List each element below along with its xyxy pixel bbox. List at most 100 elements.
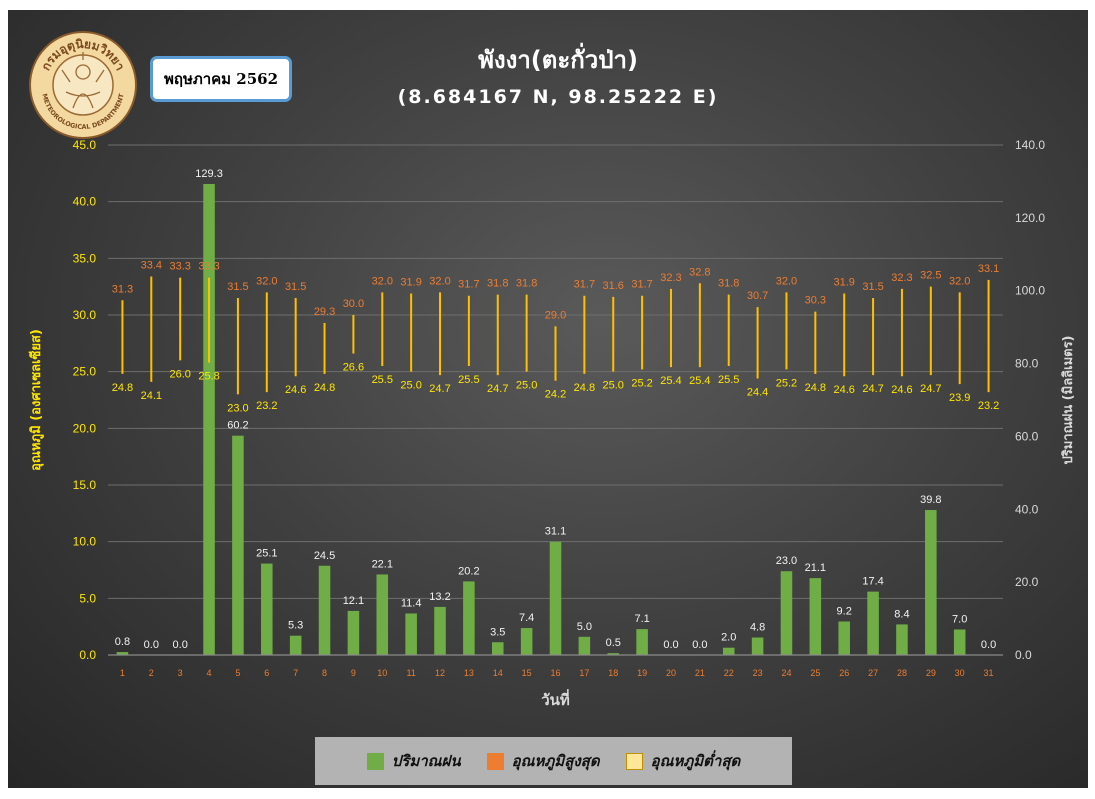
tmax-label: 32.5 <box>920 270 941 282</box>
tmax-label: 32.8 <box>689 266 710 278</box>
x-tick-label: 21 <box>695 668 705 678</box>
tmax-label: 31.5 <box>227 281 248 293</box>
x-tick-label: 13 <box>464 668 474 678</box>
tmin-label: 24.1 <box>141 390 162 402</box>
rain-label: 3.5 <box>490 626 505 638</box>
tmax-label: 32.3 <box>891 272 912 284</box>
tmax-label: 31.9 <box>833 276 854 288</box>
rain-bar <box>925 510 937 655</box>
tmax-label: 30.3 <box>805 295 826 307</box>
legend-swatch <box>366 752 384 770</box>
month-label: พฤษภาคม 2562 <box>150 56 292 102</box>
left-tick-label: 10.0 <box>73 535 97 549</box>
rain-bar <box>578 636 591 655</box>
tmax-label: 32.0 <box>949 275 970 287</box>
x-tick-label: 30 <box>955 668 965 678</box>
tmin-label: 24.2 <box>545 389 566 401</box>
x-tick-label: 31 <box>984 668 994 678</box>
legend-swatch <box>625 752 643 770</box>
right-tick-label: 120.0 <box>1015 211 1045 225</box>
tmax-label: 33.4 <box>141 259 162 271</box>
x-tick-label: 14 <box>493 668 503 678</box>
rain-label: 17.4 <box>862 576 883 588</box>
rain-bar <box>116 652 129 655</box>
right-axis-title: ปริมาณฝน (มิลลิเมตร) <box>1061 335 1076 464</box>
tmax-label: 30.7 <box>747 290 768 302</box>
x-tick-label: 19 <box>637 668 647 678</box>
tmin-label: 24.6 <box>833 384 854 396</box>
tmax-label: 32.0 <box>776 275 797 287</box>
rain-bar <box>289 635 302 655</box>
tmax-label: 32.0 <box>256 275 277 287</box>
right-tick-label: 20.0 <box>1015 575 1039 589</box>
rain-label: 60.2 <box>227 420 248 432</box>
left-tick-label: 20.0 <box>73 421 97 435</box>
rain-bar <box>780 571 793 655</box>
rain-label: 13.2 <box>429 591 450 603</box>
tmin-label: 24.7 <box>862 383 883 395</box>
tmin-label: 25.0 <box>516 380 537 392</box>
rain-label: 24.5 <box>314 550 335 562</box>
left-tick-label: 25.0 <box>73 365 97 379</box>
temperature-ranges <box>121 276 990 395</box>
tmin-label: 25.2 <box>776 377 797 389</box>
x-tick-label: 11 <box>406 668 415 678</box>
rain-label: 5.3 <box>288 620 303 632</box>
tmax-label: 31.9 <box>400 276 421 288</box>
rain-label: 31.1 <box>545 526 566 538</box>
rain-bar <box>405 613 417 655</box>
x-tick-label: 5 <box>235 668 240 678</box>
right-tick-label: 80.0 <box>1015 357 1039 371</box>
x-tick-label: 2 <box>149 668 154 678</box>
rain-bar <box>867 591 879 655</box>
legend: ปริมาณฝน อุณหภูมิสูงสุด อุณหภูมิต่ำสุด <box>315 737 792 785</box>
tmin-label: 24.7 <box>429 383 450 395</box>
tmin-label: 24.4 <box>747 386 768 398</box>
x-tick-label: 25 <box>810 668 820 678</box>
x-tick-label: 27 <box>868 668 878 678</box>
tmax-label: 31.8 <box>487 278 508 290</box>
x-tick-label: 7 <box>293 668 298 678</box>
rain-label: 25.1 <box>256 548 277 560</box>
rain-label: 7.4 <box>519 612 534 624</box>
x-tick-label: 29 <box>926 668 936 678</box>
rain-label: 0.0 <box>692 639 707 651</box>
tmin-label: 25.5 <box>372 374 393 386</box>
x-tick-label: 6 <box>264 668 269 678</box>
left-axis-title: อุณหภูมิ (องศาเซลเซียส) <box>28 329 44 471</box>
data-labels: 0.8 31.3 24.8 0.0 33.4 24.1 0.0 33.3 26.0 129.3 33… <box>112 168 1000 651</box>
tmin-label: 24.6 <box>285 384 306 396</box>
left-tick-label: 45.0 <box>73 138 97 152</box>
rain-bar <box>636 629 648 655</box>
x-tick-label: 23 <box>753 668 763 678</box>
legend-item-2: อุณหภูมิสูงสุด <box>486 749 600 773</box>
x-tick-label: 9 <box>351 668 356 678</box>
tmin-label: 25.5 <box>718 374 739 386</box>
x-tick-label: 3 <box>178 668 183 678</box>
rain-label: 0.8 <box>115 636 130 648</box>
tmax-label: 29.3 <box>314 306 335 318</box>
legend-label: อุณหภูมิต่ำสุด <box>650 752 741 770</box>
tmax-label: 31.8 <box>516 278 537 290</box>
right-tick-label: 140.0 <box>1015 138 1045 152</box>
tmax-label: 31.7 <box>458 279 479 291</box>
rain-label: 7.0 <box>952 614 967 626</box>
right-tick-label: 100.0 <box>1015 284 1045 298</box>
left-tick-label: 40.0 <box>73 195 97 209</box>
rain-label: 129.3 <box>195 168 223 180</box>
tmax-label: 31.6 <box>603 280 624 292</box>
x-tick-label: 4 <box>207 668 212 678</box>
rain-bar <box>203 183 215 655</box>
tmax-label: 33.3 <box>198 261 219 273</box>
rain-label: 12.1 <box>343 595 364 607</box>
rain-bar <box>232 435 244 655</box>
rain-bar <box>347 610 360 655</box>
tmax-label: 31.3 <box>112 283 133 295</box>
x-tick-label: 28 <box>897 668 907 678</box>
rain-label: 21.1 <box>805 562 826 574</box>
rain-label: 8.4 <box>894 608 909 620</box>
x-tick-label: 1 <box>120 668 125 678</box>
x-tick-label: 8 <box>322 668 327 678</box>
rain-bar <box>376 574 389 655</box>
left-tick-label: 5.0 <box>79 591 96 605</box>
